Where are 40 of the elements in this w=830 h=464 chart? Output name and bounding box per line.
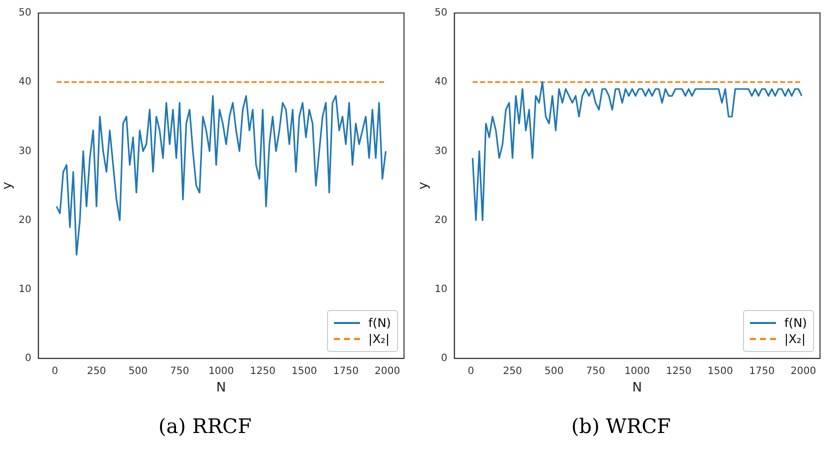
text: (a) RRCF [157,414,253,438]
x-tick-label: 1750 [333,366,359,377]
x-tick-label: 250 [86,366,106,377]
y-tick-label: 40 [434,76,448,88]
x-tick-label: 750 [170,366,190,377]
x-tick-label: 1500 [708,366,733,377]
legend-label: f(N) [368,316,391,330]
x-tick-label: 500 [128,366,148,377]
x-tick-label: 1000 [624,366,650,377]
legend-label: |X₂| [368,332,390,346]
x-tick-label: 0 [468,366,474,377]
y-tick-label: 40 [18,76,32,88]
y-tick-label: 50 [434,8,448,19]
x-tick-label: 0 [52,366,58,377]
x-tick-label: 1250 [250,366,276,377]
legend-label: |X₂| [784,332,806,346]
y-tick-label: 10 [434,284,448,295]
x-tick-label: 750 [586,366,606,377]
y-tick-label: 30 [18,146,32,157]
x-tick-label: 250 [502,366,522,377]
y-axis-title: y [416,182,432,190]
x-axis-title: N [632,380,642,396]
y-axis-title: y [0,182,16,190]
y-tick-label: 0 [24,352,32,364]
y-tick-label: 30 [434,146,448,157]
y-tick-label: 20 [18,214,32,226]
text: (b) WRCF [570,414,672,438]
x-tick-label: 1000 [208,366,234,377]
x-tick-label: 500 [544,366,564,377]
x-tick-label: 1250 [666,366,692,377]
x-tick-label: 1500 [292,366,317,377]
x-tick-label: 2000 [790,366,816,377]
x-tick-label: 2000 [374,366,400,377]
y-tick-label: 50 [18,8,32,19]
y-tick-label: 10 [18,284,32,295]
y-tick-label: 0 [440,352,448,364]
y-tick-label: 20 [434,214,448,226]
x-axis-title: N [216,380,226,396]
x-tick-label: 1750 [749,366,775,377]
legend-label: f(N) [784,316,807,330]
